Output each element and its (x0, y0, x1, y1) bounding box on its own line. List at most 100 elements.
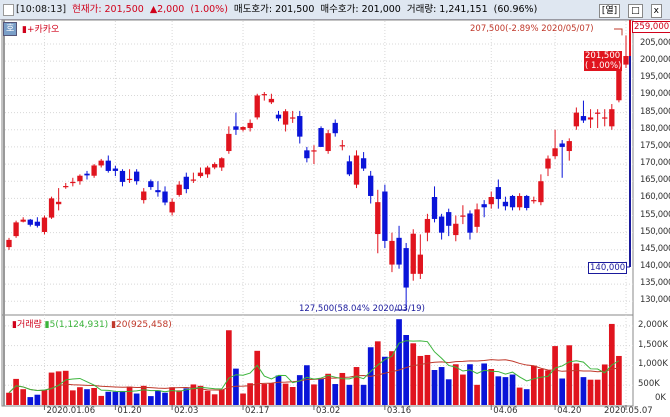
volume-bar (445, 379, 452, 405)
date-tick-label: 2020.05.07 (604, 406, 653, 416)
candle-body (587, 117, 594, 120)
ask-price: 201,500 (275, 4, 315, 15)
price-tick-label: 200,000 (640, 55, 670, 66)
date-tick-label: 02.17 (245, 406, 270, 416)
candle-body (438, 216, 445, 233)
candle-body (552, 148, 558, 157)
volume-bar (559, 378, 566, 405)
candle-body (453, 223, 459, 236)
side-button[interactable]: 호 (3, 22, 18, 36)
time: [10:08:13] (16, 4, 67, 15)
candle-body (6, 239, 12, 248)
volume-bar (452, 364, 459, 405)
candle-body (105, 160, 111, 171)
volume-bar (417, 355, 424, 405)
candle-body (481, 204, 487, 208)
candle-body (509, 195, 516, 208)
price-tick-label: 140,000 (640, 260, 670, 271)
volume-bar (346, 384, 353, 405)
volume-bar (360, 384, 367, 405)
volume-bar (566, 345, 573, 405)
price-tick-label: 135,000 (640, 278, 670, 289)
candle-body (325, 133, 331, 152)
close-button[interactable]: x (650, 4, 662, 18)
candle-body (403, 248, 409, 288)
price-tick-label: 150,000 (640, 226, 670, 237)
volume-bar (389, 351, 395, 405)
candle-body (375, 202, 381, 235)
volume-legend-label: 거래량 (16, 320, 42, 330)
low-marker: 140,000 (588, 262, 628, 274)
volume-bar (339, 372, 346, 405)
candle-body (360, 158, 367, 169)
candle-body (502, 201, 509, 207)
candle-body (417, 254, 423, 274)
volume-bar (233, 368, 239, 405)
volume-bar (460, 374, 466, 405)
candle-body (204, 167, 211, 175)
volume-bar (98, 395, 105, 405)
volume-bar (552, 346, 558, 405)
candle-body (410, 233, 416, 274)
candle-body (339, 145, 345, 147)
candle-body (55, 201, 62, 205)
price-tick-label: 145,000 (640, 243, 670, 254)
price-tick-label: 195,000 (640, 72, 670, 83)
date-tick-label: 02.03 (174, 406, 199, 416)
candle-body (183, 176, 189, 190)
volume-bar (218, 389, 225, 405)
volume-value: 1,241,151 (439, 4, 488, 15)
volume-bar (311, 384, 317, 405)
last-price: 201,500 (585, 51, 621, 61)
volume-bar (268, 383, 275, 405)
candle-body (77, 175, 83, 182)
candle-body (27, 219, 33, 225)
volume-legend: ▮거래량 ▮5(1,124,931) ▮20(925,458) (12, 320, 172, 330)
volume-bar (516, 387, 523, 405)
volume-bar (601, 364, 608, 405)
price-tick-label: 170,000 (640, 158, 670, 169)
volume-bar (148, 396, 154, 405)
restore-button[interactable]: □ (628, 4, 643, 18)
candle-body (197, 172, 204, 177)
candle-body (531, 200, 537, 202)
candle-body (516, 195, 523, 208)
candle-body (616, 64, 622, 101)
volume-bar (133, 393, 140, 405)
price-tick-label: 175,000 (640, 140, 670, 151)
candle-body (176, 184, 182, 195)
candle-body (318, 128, 324, 147)
price-change: ▲2,000 (149, 4, 185, 15)
price-tick-label: 205,000 (640, 38, 670, 48)
volume-bar (62, 370, 69, 405)
volume-bar (424, 354, 431, 405)
volume-bar (318, 378, 324, 405)
volume-bar (495, 376, 502, 405)
volume-bar (353, 367, 360, 405)
candle-body (297, 116, 303, 137)
candle-body (346, 161, 353, 175)
last-price-marker: 201,500( 1.00%) (584, 51, 623, 71)
volume-bar (332, 384, 339, 405)
price-legend-label: +카카오 (26, 25, 60, 35)
candle-body (261, 94, 267, 96)
price-tick-label: 165,000 (640, 175, 670, 186)
date-tick-label: 2020.01.06 (46, 406, 96, 416)
candle-body (368, 175, 374, 196)
change-percent: (1.00%) (190, 4, 228, 15)
candle-body (538, 181, 544, 203)
ma20-legend: 20(925,458) (116, 320, 172, 330)
checkbox[interactable] (3, 4, 14, 16)
volume-tick-label: 500K (638, 379, 660, 390)
candle-body (190, 179, 197, 181)
volume-bar (20, 389, 27, 405)
candle-body (580, 116, 587, 121)
candle-body (460, 215, 466, 217)
candle-body (155, 190, 161, 193)
volume-bar (467, 364, 473, 405)
volume-bar (247, 383, 253, 405)
volume-tick-label: 2,000K (638, 319, 668, 330)
volume-bar (488, 369, 495, 405)
open-button[interactable]: [열] (598, 4, 621, 18)
date-tick-label: 04.06 (493, 406, 518, 416)
